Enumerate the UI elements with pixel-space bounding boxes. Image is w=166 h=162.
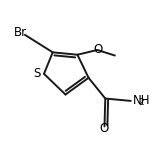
Text: 2: 2 [138,98,144,107]
Text: S: S [34,67,41,80]
Text: Br: Br [14,26,27,39]
Text: O: O [100,122,109,135]
Text: NH: NH [133,94,151,107]
Text: O: O [93,43,103,56]
